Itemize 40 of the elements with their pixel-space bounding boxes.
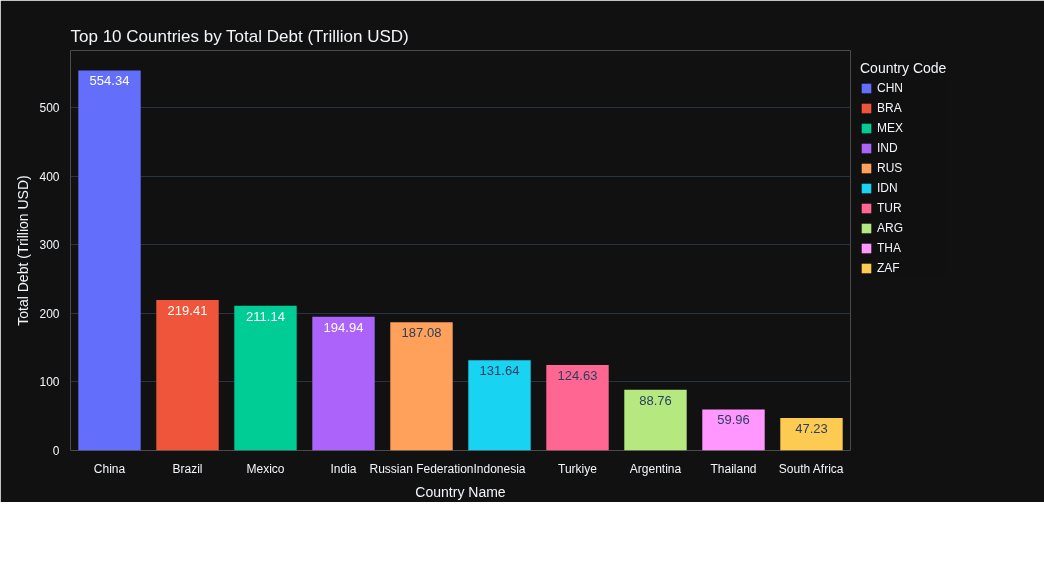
y-tick-label: 0 — [52, 444, 60, 458]
legend-label: ZAF — [877, 261, 901, 275]
x-tick-label: South Africa — [778, 461, 844, 476]
x-tick-label: Thailand — [710, 461, 757, 476]
data-label: 131.64 — [479, 363, 520, 379]
y-tick-label: 100 — [39, 375, 60, 390]
y-tick-label: 400 — [39, 169, 60, 184]
data-label: 554.34 — [89, 73, 130, 89]
x-tick-label: China — [93, 461, 126, 476]
data-label: 59.96 — [717, 412, 750, 428]
legend-label: IND — [877, 141, 899, 155]
x-tick-label: Indonesia — [473, 461, 526, 476]
legend-label: IDN — [877, 181, 899, 195]
x-tick-label: Turkiye — [558, 461, 598, 476]
x-tick-label: Mexico — [246, 461, 285, 476]
y-tick-label: 200 — [39, 306, 60, 321]
legend-title: Country Code — [860, 60, 947, 76]
legend-label: TUR — [877, 201, 903, 215]
x-tick-label: Brazil — [172, 461, 203, 476]
legend-label: RUS — [877, 161, 904, 175]
data-label: 211.14 — [246, 308, 285, 324]
data-label: 124.63 — [557, 368, 598, 384]
legend-label: MEX — [877, 121, 904, 135]
x-axis-title: Country Name — [415, 483, 506, 500]
legend-label: ARG — [877, 221, 904, 235]
legend-label: THA — [877, 241, 902, 255]
data-label: 187.08 — [401, 325, 442, 341]
chart-title: Top 10 Countries by Total Debt (Trillion USD) — [70, 26, 409, 46]
data-label: 88.76 — [639, 392, 672, 408]
data-label: 47.23 — [795, 421, 828, 437]
y-tick-label: 500 — [39, 101, 60, 116]
x-tick-label: Argentina — [629, 461, 682, 476]
data-label: 194.94 — [323, 319, 364, 335]
legend-label: BRA — [877, 101, 903, 115]
x-tick-label: India — [330, 461, 357, 476]
data-label: 219.41 — [167, 303, 208, 319]
y-axis-title: Total Debt (Trillion USD) — [15, 175, 32, 326]
x-tick-label: Russian Federation — [369, 461, 474, 476]
legend-label: CHN — [877, 81, 904, 95]
y-tick-label: 300 — [39, 238, 60, 253]
